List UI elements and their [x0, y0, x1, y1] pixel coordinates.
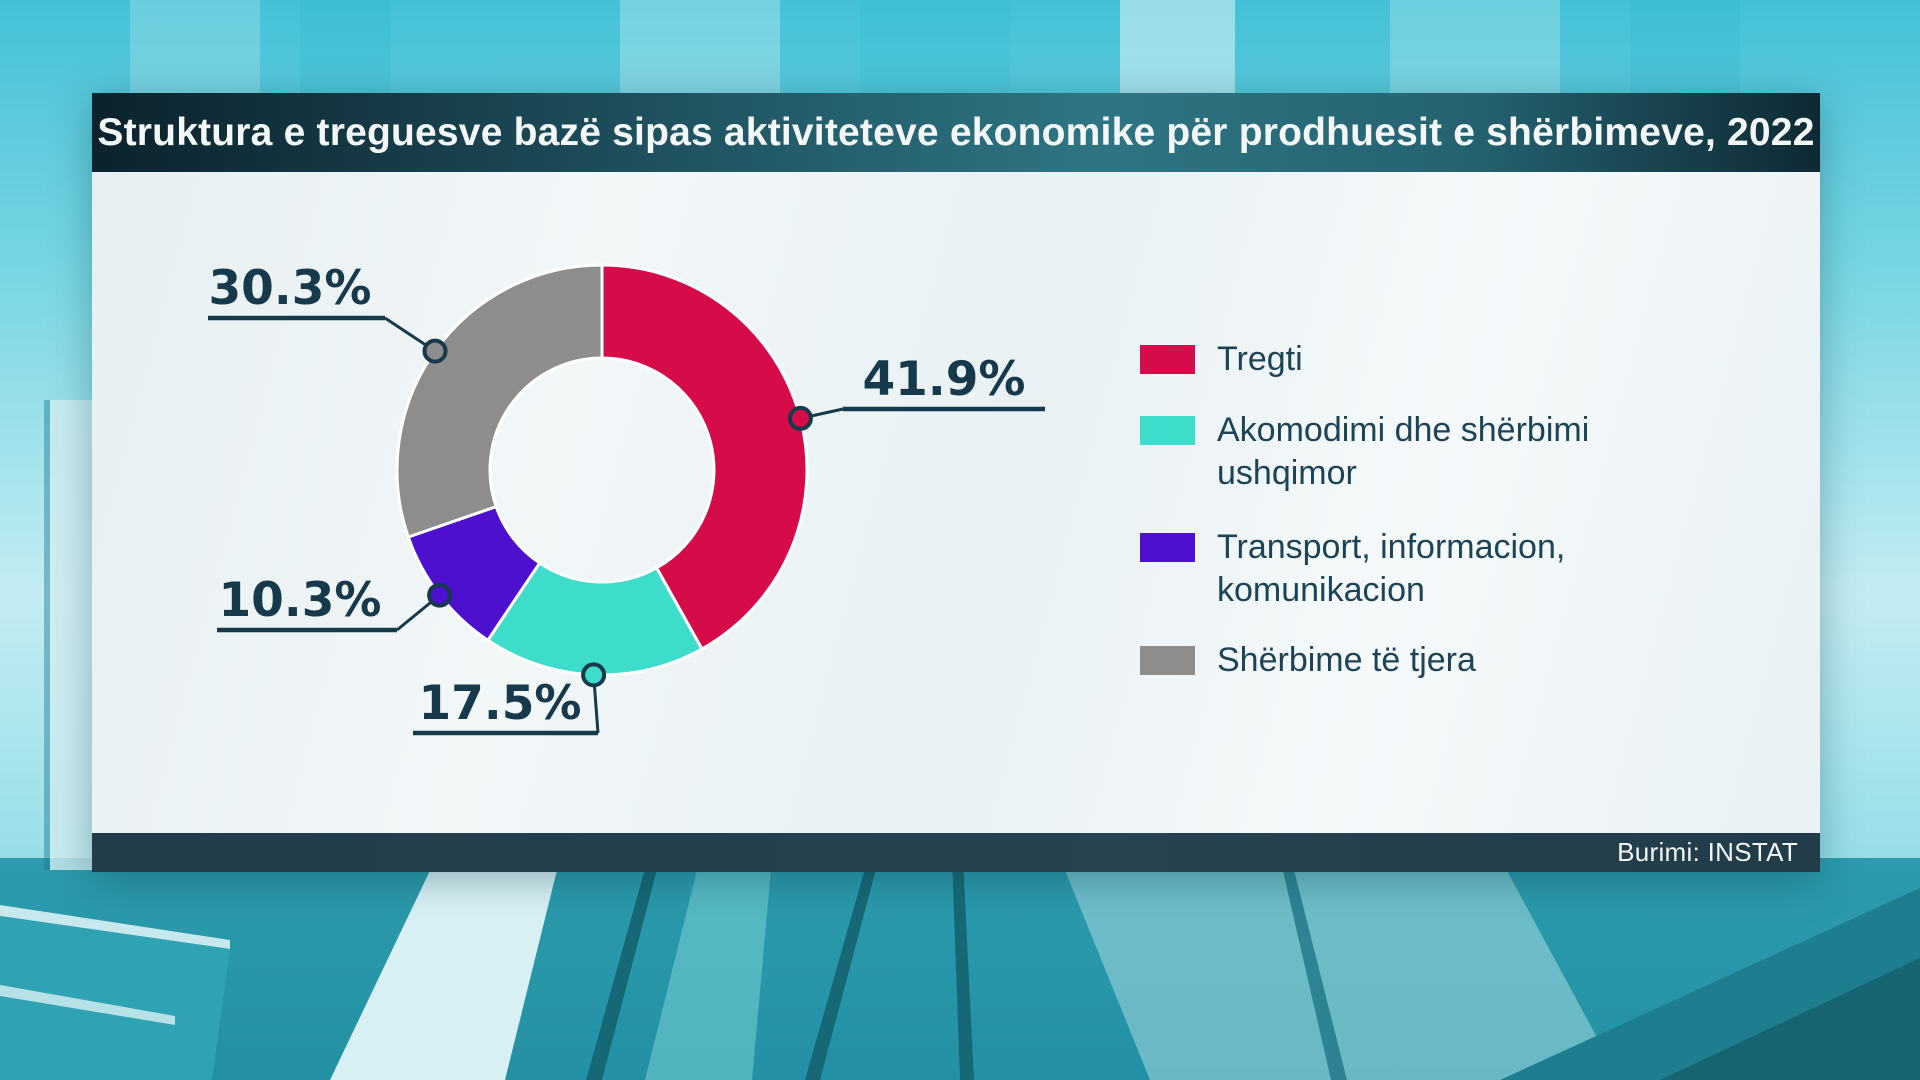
background-floor — [0, 858, 1920, 1080]
legend-label-line: Akomodimi dhe shërbimi — [1217, 411, 1590, 449]
legend-item-akomodimi-dhe-shërbimi-ushqimor: Akomodimi dhe shërbimi ushqimor — [1140, 409, 1589, 495]
title-bar: Struktura e treguesve bazë sipas aktivit… — [92, 93, 1820, 172]
legend-item-shërbime-të-tjera: Shërbime të tjera — [1140, 639, 1589, 682]
slice-anchor-dot — [581, 662, 607, 688]
donut-slice-akomodimi-dhe-shërbimi-ushqimor — [486, 561, 704, 677]
legend-swatch — [1140, 345, 1195, 374]
legend-item-transport-informacion-komunikacion: Transport, informacion, komunikacion — [1140, 526, 1589, 612]
chart-area: 41.9% 17.5% 10.3% 30.3% Tregti Akomodimi dhe… — [92, 172, 1820, 833]
legend-swatch — [1140, 646, 1195, 675]
slice-value-label: 41.9% — [862, 352, 1025, 407]
legend-label-line: ushqimor — [1217, 454, 1357, 492]
legend-label-line: Tregti — [1217, 340, 1303, 378]
slice-value-label: 10.3% — [218, 573, 381, 628]
donut-slice-shërbime-të-tjera — [395, 263, 604, 539]
legend-swatch — [1140, 533, 1195, 562]
legend-item-tregti: Tregti — [1140, 338, 1589, 381]
legend-label: Akomodimi dhe shërbimi ushqimor — [1217, 409, 1589, 495]
slice-value-label: 17.5% — [418, 676, 581, 731]
slice-anchor-dot — [787, 405, 813, 431]
legend-label-line: Shërbime të tjera — [1217, 641, 1476, 679]
legend-label: Tregti — [1217, 338, 1303, 381]
background-left-glass-edge — [44, 400, 92, 870]
slice-anchor-dot — [427, 582, 453, 608]
donut-slice-tregti — [600, 263, 809, 651]
infographic-panel: Struktura e treguesve bazë sipas aktivit… — [92, 93, 1820, 872]
source-bar: Burimi: INSTAT — [92, 833, 1820, 872]
donut-chart: 41.9% 17.5% 10.3% 30.3% — [208, 261, 1045, 736]
legend: Tregti Akomodimi dhe shërbimi ushqimor Tran… — [1140, 338, 1589, 682]
slice-anchor-dot — [422, 338, 448, 364]
legend-label: Transport, informacion, komunikacion — [1217, 526, 1565, 612]
legend-label-line: Transport, informacion, — [1217, 528, 1566, 566]
legend-label: Shërbime të tjera — [1217, 639, 1476, 682]
legend-label-line: komunikacion — [1217, 571, 1425, 609]
chart-title: Struktura e treguesve bazë sipas aktivit… — [97, 110, 1815, 154]
slice-value-label: 30.3% — [208, 261, 371, 316]
source-text: Burimi: INSTAT — [1617, 837, 1798, 867]
legend-swatch — [1140, 416, 1195, 445]
